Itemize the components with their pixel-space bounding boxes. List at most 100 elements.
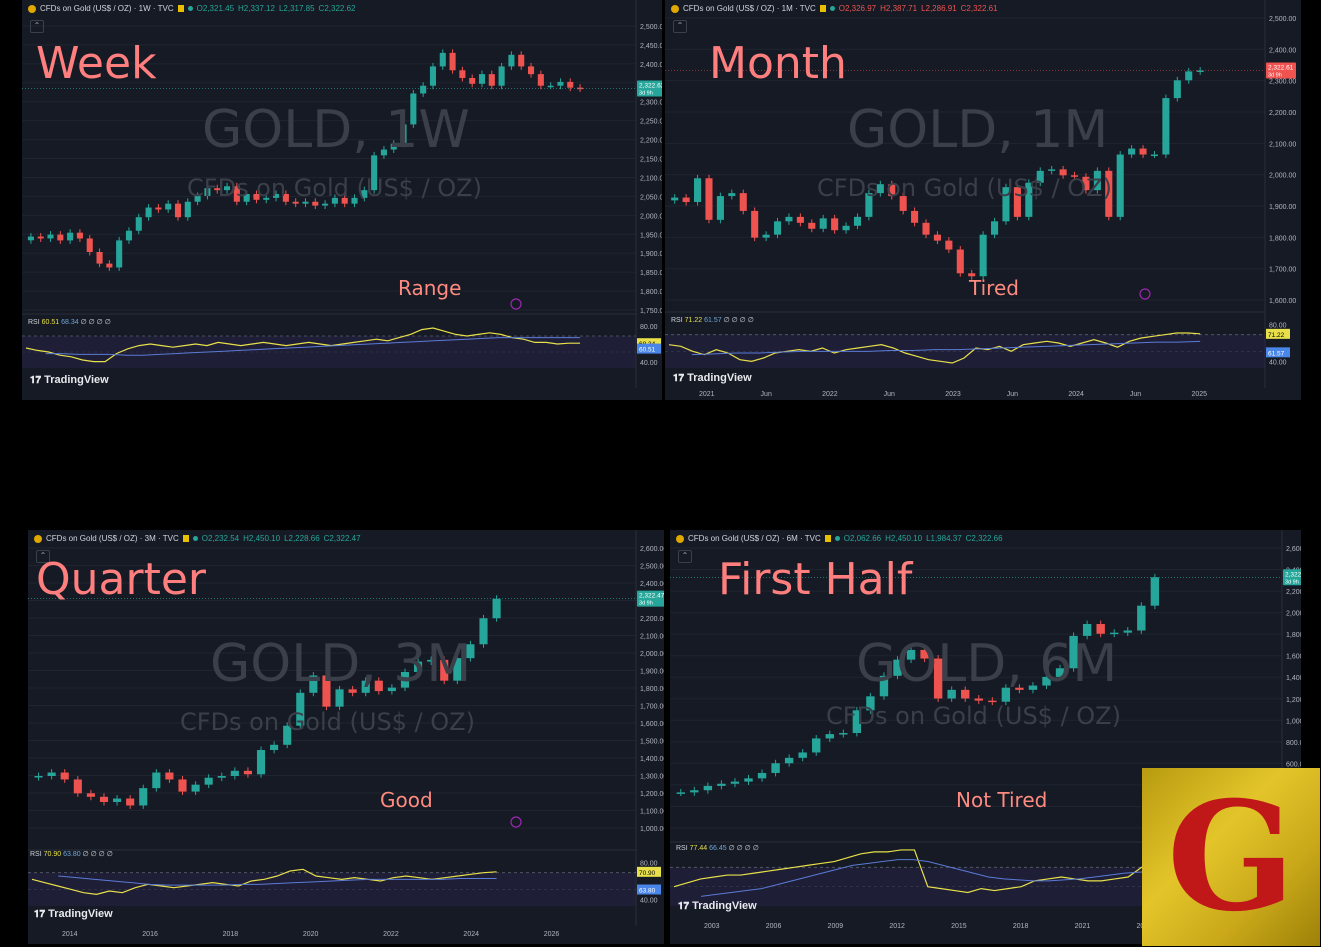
last-price-tag <box>1283 569 1301 586</box>
y-tick-label: 800.00 <box>1286 740 1301 747</box>
candle-body <box>518 54 525 67</box>
candle-body <box>184 201 191 218</box>
chart-canvas[interactable]: 2,500.00 2,400.00 2,300.00 2,200.00 2,100.00… <box>665 0 1301 400</box>
last-price-value: 2,322.61 <box>1268 64 1294 71</box>
candle-body <box>439 52 446 67</box>
y-tick-label: 1,200.00 <box>640 791 664 798</box>
candle-body <box>67 232 74 241</box>
x-tick-label: 2026 <box>544 931 560 938</box>
y-tick-label: 2,100.00 <box>640 634 664 641</box>
candle-body <box>420 85 427 94</box>
candle-body <box>191 784 200 792</box>
rsi-value-tag <box>1266 328 1290 339</box>
y-tick-label: 1,200 <box>1286 697 1301 704</box>
candle-body <box>449 52 456 71</box>
candle-body <box>155 207 162 210</box>
candle-body <box>1025 182 1033 217</box>
annotation-note: Good <box>380 788 433 812</box>
last-price-tag <box>1266 62 1296 79</box>
candle-body <box>852 710 862 734</box>
candle-body <box>139 788 148 806</box>
candle-body <box>676 792 685 794</box>
y-tick-label: 2,600 <box>1286 546 1301 553</box>
x-tick-label: 2014 <box>62 931 78 938</box>
divider-bar <box>14 403 1308 465</box>
flag-icon <box>177 5 184 12</box>
candle-body <box>771 763 780 773</box>
candle-body <box>243 770 252 775</box>
candle-body <box>751 210 759 238</box>
tv-logo-icon: 𝟏𝟕 <box>30 374 42 386</box>
chart-panel-quarter[interactable]: CFDs on Gold (US$ / OZ) · 3M · TVC O2,23… <box>28 530 664 944</box>
collapse-icon[interactable]: ⌃ <box>30 20 44 33</box>
replay-icon <box>1139 288 1151 300</box>
candle-body <box>400 672 410 688</box>
candle-body <box>292 201 299 204</box>
x-tick-label: 2021 <box>1075 923 1091 930</box>
candle-body <box>57 234 64 241</box>
y-tick-label: 2,100.00 <box>1269 141 1296 148</box>
candle-body <box>322 203 329 206</box>
y-tick-label: 2,200.00 <box>640 616 664 623</box>
candle-body <box>410 93 417 125</box>
tradingview-logo: 𝟏𝟕 TradingView <box>30 374 109 386</box>
y-tick-label: 1,850.00 <box>640 270 662 277</box>
collapse-icon[interactable]: ⌃ <box>678 550 692 563</box>
candle-body <box>705 178 713 220</box>
y-tick-label: 1,700.00 <box>1269 267 1296 274</box>
x-tick-label: 2025 <box>1191 391 1207 398</box>
candle-body <box>479 618 488 645</box>
candle-body <box>703 785 713 791</box>
candle-body <box>757 772 767 779</box>
candle-body <box>126 798 135 806</box>
candle-body <box>1042 676 1051 686</box>
candle-body <box>469 78 476 84</box>
candle-body <box>839 733 848 735</box>
candle-body <box>488 74 495 86</box>
symbol-header: CFDs on Gold (US$ / OZ) · 6M · TVC O2,06… <box>676 534 1003 543</box>
rsi-value-tag <box>637 338 661 349</box>
candle-body <box>214 188 221 191</box>
candle-body <box>427 659 436 662</box>
candle-body <box>812 738 821 753</box>
chart-canvas[interactable]: 2,600.002,500.002,400.002,300.002,200.00… <box>28 530 664 944</box>
candle-body <box>557 81 564 86</box>
candle-body <box>1196 70 1204 72</box>
ohlc-open: O2,232.54 <box>201 534 240 543</box>
chart-canvas[interactable]: 2,500.002,450.002,400.002,350.002,300.00… <box>22 0 662 400</box>
symbol-header: CFDs on Gold (US$ / OZ) · 1W · TVC O2,32… <box>28 4 355 13</box>
candle-body <box>988 700 997 703</box>
rsi-value-tag-text: 70.90 <box>639 870 656 877</box>
rsi-name: RSI <box>30 851 42 858</box>
rsi-ma-value: 63.80 <box>63 851 81 858</box>
candle-body <box>76 232 83 239</box>
candle-body <box>1048 169 1056 171</box>
collapse-icon[interactable]: ⌃ <box>36 550 50 563</box>
y-tick-label: 1,800.00 <box>640 289 662 296</box>
x-tick-label: Jun <box>1130 391 1141 398</box>
y-tick-label: 1,700.00 <box>640 704 664 711</box>
y-tick-label: 1,500.00 <box>640 739 664 746</box>
candle-body <box>429 66 437 86</box>
last-price-value: 2,322.62 <box>639 82 662 89</box>
rsi-value: 60.51 <box>41 319 60 326</box>
symbol-header: CFDs on Gold (US$ / OZ) · 1M · TVC O2,32… <box>671 4 998 13</box>
annotation-note: Tired <box>969 276 1019 300</box>
candle-body <box>233 186 240 202</box>
y-tick-label: 1,100.00 <box>640 809 664 816</box>
candle-body <box>922 222 930 235</box>
candle-body <box>974 698 983 701</box>
symbol-title: CFDs on Gold (US$ / OZ) · 1W · TVC <box>40 4 174 13</box>
candle-body <box>498 66 505 86</box>
chart-panel-month[interactable]: CFDs on Gold (US$ / OZ) · 1M · TVC O2,32… <box>665 0 1301 400</box>
candle-body <box>728 193 736 197</box>
candle-body <box>1110 632 1119 635</box>
y-tick-label: 1,000.00 <box>640 826 664 833</box>
collapse-icon[interactable]: ⌃ <box>673 20 687 33</box>
candle-body <box>1173 80 1181 99</box>
candle-body <box>309 675 318 693</box>
chart-panel-week[interactable]: CFDs on Gold (US$ / OZ) · 1W · TVC O2,32… <box>22 0 662 400</box>
x-tick-label: 2009 <box>828 923 844 930</box>
candle-body <box>933 234 941 241</box>
gold-symbol-icon <box>671 4 679 13</box>
